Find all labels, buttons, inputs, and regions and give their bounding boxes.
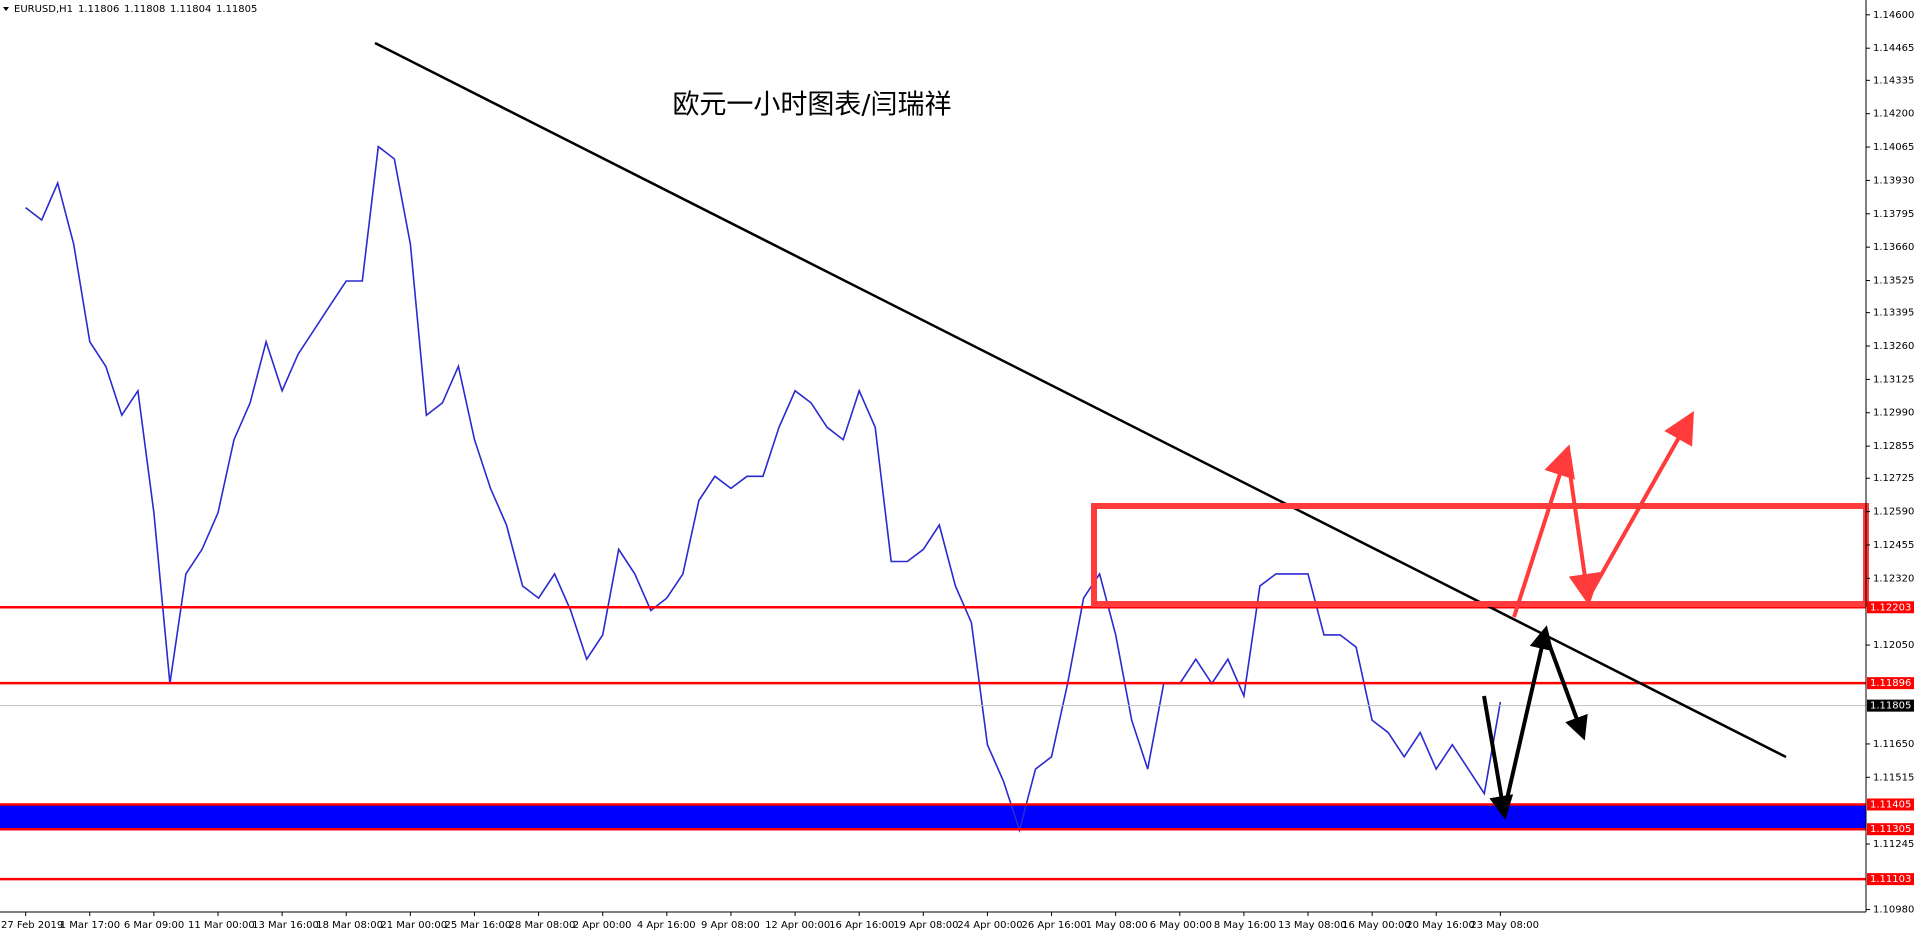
- quote-value: 1.11806: [78, 4, 119, 15]
- quote-value: 1.11805: [216, 4, 257, 15]
- x-tick-label: 1 Mar 17:00: [60, 920, 120, 931]
- level-label-box: [1867, 677, 1914, 690]
- y-tick-label: 1.13260: [1873, 341, 1914, 352]
- x-tick-label: 28 Mar 08:00: [509, 920, 576, 931]
- x-tick-label: 12 Apr 00:00: [765, 920, 830, 931]
- level-label-box: [1867, 873, 1914, 886]
- x-tick-label: 21 Mar 00:00: [380, 920, 447, 931]
- y-tick-label: 1.14335: [1873, 75, 1914, 86]
- x-tick-label: 20 May 16:00: [1406, 920, 1475, 931]
- arrow: [1512, 444, 1575, 618]
- x-tick-label: 23 May 08:00: [1470, 920, 1539, 931]
- level-label: 1.11896: [1870, 678, 1911, 689]
- x-tick-label: 13 May 08:00: [1278, 920, 1347, 931]
- quote-value: 1.11804: [170, 4, 211, 15]
- y-tick-label: 1.14065: [1873, 142, 1914, 153]
- level-label: 1.11405: [1870, 799, 1911, 810]
- level-label: 1.11305: [1870, 824, 1911, 835]
- y-tick-label: 1.14465: [1873, 43, 1914, 54]
- level-label: 1.11103: [1870, 874, 1911, 885]
- y-tick-label: 1.12050: [1873, 640, 1914, 651]
- arrow: [1565, 451, 1601, 606]
- y-tick-label: 1.12590: [1873, 507, 1914, 518]
- x-tick-label: 24 Apr 00:00: [957, 920, 1022, 931]
- x-tick-label: 25 Mar 16:00: [444, 920, 511, 931]
- y-tick-label: 1.13795: [1873, 209, 1914, 220]
- symbol: EURUSD,H1: [14, 4, 73, 15]
- y-tick-label: 1.12855: [1873, 441, 1914, 452]
- level-label: 1.12203: [1870, 602, 1911, 613]
- x-tick-label: 6 Mar 09:00: [124, 920, 184, 931]
- x-tick-label: 2 Apr 00:00: [573, 920, 632, 931]
- x-tick-label: 4 Apr 16:00: [637, 920, 696, 931]
- y-tick-label: 1.11650: [1873, 739, 1914, 750]
- level-label-box: [1867, 699, 1914, 712]
- y-tick-label: 1.11245: [1873, 839, 1914, 850]
- x-tick-label: 16 Apr 16:00: [829, 920, 894, 931]
- menu-triangle: [3, 7, 9, 11]
- x-tick-label: 19 Apr 08:00: [893, 920, 958, 931]
- y-tick-label: 1.13525: [1873, 276, 1914, 287]
- y-tick-label: 1.13395: [1873, 308, 1914, 319]
- y-tick-label: 1.12320: [1873, 573, 1914, 584]
- level-label: 1.11805: [1870, 701, 1911, 712]
- arrow: [1543, 632, 1588, 741]
- y-tick-label: 1.12455: [1873, 540, 1914, 551]
- x-tick-label: 13 Mar 16:00: [252, 920, 319, 931]
- quote-value: 1.11808: [124, 4, 165, 15]
- y-tick-label: 1.11515: [1873, 772, 1914, 783]
- y-tick-label: 1.10980: [1873, 905, 1914, 916]
- y-tick-label: 1.12725: [1873, 473, 1914, 484]
- level-label-box: [1867, 823, 1914, 836]
- level-label-box: [1867, 601, 1914, 614]
- x-tick-label: 9 Apr 08:00: [701, 920, 760, 931]
- price-line: [25, 145, 1502, 834]
- x-tick-label: 27 Feb 2019: [1, 920, 63, 931]
- x-tick-label: 8 May 16:00: [1214, 920, 1276, 931]
- y-tick-label: 1.13930: [1873, 175, 1914, 186]
- y-tick-label: 1.13125: [1873, 374, 1914, 385]
- y-tick-label: 1.14200: [1873, 109, 1914, 120]
- y-tick-label: 1.12990: [1873, 408, 1914, 419]
- x-tick-label: 16 May 00:00: [1342, 920, 1411, 931]
- x-tick-label: 1 May 08:00: [1086, 920, 1148, 931]
- chart-title: 欧元一小时图表/闫瑞祥: [672, 90, 951, 121]
- resistance-box: [1091, 503, 1869, 607]
- x-tick-label: 26 Apr 16:00: [1022, 920, 1087, 931]
- arrow: [1502, 625, 1554, 813]
- trend-line: [374, 41, 1787, 759]
- x-tick-label: 18 Mar 08:00: [316, 920, 383, 931]
- arrow: [1482, 695, 1514, 820]
- arrow: [1586, 411, 1694, 599]
- x-tick-label: 11 Mar 00:00: [188, 920, 255, 931]
- x-tick-label: 6 May 00:00: [1150, 920, 1212, 931]
- support-band: [0, 804, 1866, 830]
- level-label-box: [1867, 798, 1914, 811]
- y-tick-label: 1.13660: [1873, 242, 1914, 253]
- y-tick-label: 1.14600: [1873, 10, 1914, 21]
